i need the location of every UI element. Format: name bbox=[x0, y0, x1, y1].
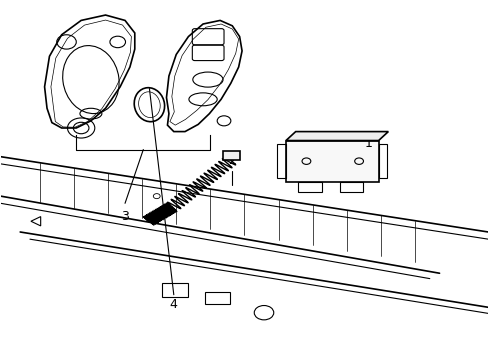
Text: 1: 1 bbox=[364, 136, 372, 149]
FancyBboxPatch shape bbox=[222, 151, 239, 160]
FancyBboxPatch shape bbox=[285, 140, 378, 182]
Text: 4: 4 bbox=[169, 298, 177, 311]
Text: 2: 2 bbox=[228, 154, 236, 167]
Text: 3: 3 bbox=[121, 211, 129, 224]
Polygon shape bbox=[285, 132, 387, 140]
